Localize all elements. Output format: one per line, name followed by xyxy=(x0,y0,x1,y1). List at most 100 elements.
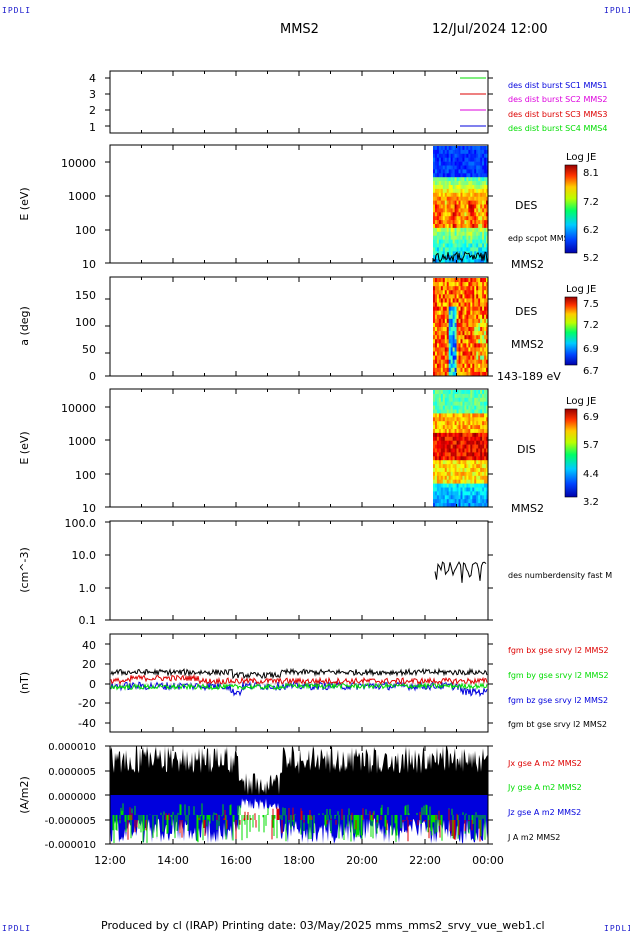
panel-burst: 1 2 3 4 des dist burst SC1 MMS1 des dist… xyxy=(89,70,607,134)
burst-ytick: 4 xyxy=(89,72,96,85)
burst-ytick: 1 xyxy=(89,121,96,134)
dens-ytick: 10.0 xyxy=(72,549,97,562)
pa-label-des: DES xyxy=(515,305,537,318)
dis-e-cbar-title: Log JE xyxy=(566,396,596,407)
dens-ytick: 1.0 xyxy=(79,582,97,595)
j-legend-jx: Jx gse A m2 MMS2 xyxy=(507,759,582,768)
j-legend-j: J A m2 MMS2 xyxy=(507,833,560,842)
dis-e-ylabel: E (eV) xyxy=(18,431,31,464)
j-legend-jy: Jy gse A m2 MMS2 xyxy=(507,783,582,792)
dens-ytick: 0.1 xyxy=(79,614,97,627)
burst-legend-sc2: des dist burst SC2 MMS2 xyxy=(508,95,607,104)
dis-e-label-dis: DIS xyxy=(517,443,536,456)
j-ytick: 0.000010 xyxy=(48,742,96,753)
panel-current: 0.000010 0.000005 0.000000 -0.000005 -0.… xyxy=(18,742,582,851)
des-energy-spectrogram xyxy=(433,146,489,264)
pa-cbar-title: Log JE xyxy=(566,284,596,295)
j-total-area xyxy=(110,746,488,795)
x-tick-label: 00:00 xyxy=(472,854,504,867)
b-legend-bz: fgm bz gse srvy l2 MMS2 xyxy=(508,696,608,705)
des-e-colorbar xyxy=(564,164,578,254)
corner-mark-bottom-right: IPDLI xyxy=(604,924,630,933)
dis-e-cbar-tick: 6.9 xyxy=(583,412,599,423)
burst-legend-sc4: des dist burst SC4 MMS4 xyxy=(508,124,607,133)
j-ytick: 0.000000 xyxy=(48,792,96,803)
panel-dis-energy: 10000 1000 100 10 E (eV) DIS MMS2 Log JE… xyxy=(18,388,599,515)
corner-mark-bottom-left: IPDLI xyxy=(2,924,32,933)
pa-ytick: 0 xyxy=(89,370,96,383)
density-series-line xyxy=(434,561,487,583)
x-tick-label: 20:00 xyxy=(346,854,378,867)
j-ytick: -0.000005 xyxy=(45,816,96,827)
dens-ytick: 100.0 xyxy=(65,517,97,530)
axis-ticks xyxy=(105,71,493,845)
panel-des-energy: 10000 1000 100 10 E (eV) DES edp scpot M… xyxy=(18,144,599,271)
pa-cbar-tick: 7.5 xyxy=(583,299,599,310)
des-e-cbar-tick: 5.2 xyxy=(583,253,599,264)
b-ytick: -20 xyxy=(78,697,96,710)
x-tick-label: 14:00 xyxy=(157,854,189,867)
pa-ytick: 100 xyxy=(75,316,96,329)
b-ytick: -40 xyxy=(78,717,96,730)
corner-mark-top-left: IPDLI xyxy=(2,6,32,15)
dis-e-cbar-tick: 4.4 xyxy=(583,469,599,480)
pa-cbar-tick: 6.7 xyxy=(583,366,599,377)
dis-e-colorbar xyxy=(564,408,578,498)
des-e-ytick: 10 xyxy=(82,258,96,271)
j-ytick: -0.000010 xyxy=(45,840,96,851)
des-e-label-des: DES xyxy=(515,199,537,212)
burst-ytick: 3 xyxy=(89,88,96,101)
footer-credits: Produced by cl (IRAP) Printing date: 03/… xyxy=(101,919,545,932)
datetime-title: 12/Jul/2024 12:00 xyxy=(432,22,548,37)
x-axis: 12:00 14:00 16:00 18:00 20:00 22:00 00:0… xyxy=(94,854,504,867)
b-legend-by: fgm by gse srvy l2 MMS2 xyxy=(508,671,609,680)
dis-e-ytick: 10000 xyxy=(61,402,96,415)
x-tick-label: 16:00 xyxy=(220,854,252,867)
j-legend-jz: Jz gse A m2 MMS2 xyxy=(507,808,581,817)
des-e-ylabel: E (eV) xyxy=(18,187,31,220)
des-e-cbar-tick: 6.2 xyxy=(583,225,599,236)
b-ytick: 40 xyxy=(82,639,96,652)
bt-series-line xyxy=(110,667,488,680)
dens-ylabel: (cm^-3) xyxy=(18,547,31,593)
pa-cbar-tick: 6.9 xyxy=(583,344,599,355)
pa-ytick: 50 xyxy=(82,343,96,356)
dis-energy-spectrogram xyxy=(433,390,489,508)
b-legend-bt: fgm bt gse srvy l2 MMS2 xyxy=(508,720,607,729)
probe-title: MMS2 xyxy=(280,22,319,37)
pa-cbar-tick: 7.2 xyxy=(583,320,599,331)
dens-legend: des numberdensity fast M xyxy=(508,571,612,580)
burst-legend-sc1: des dist burst SC1 MMS1 xyxy=(508,81,607,90)
des-e-cbar-tick: 8.1 xyxy=(583,168,599,179)
dis-e-cbar-tick: 5.7 xyxy=(583,440,599,451)
panel-bfield: 40 20 0 -20 -40 (nT) fgm bx gse srvy l2 … xyxy=(18,633,609,733)
x-tick-label: 12:00 xyxy=(94,854,126,867)
pa-label-energy: 143-189 eV xyxy=(497,370,561,383)
des-e-label-mms2: MMS2 xyxy=(511,258,544,271)
dis-e-ytick: 1000 xyxy=(68,435,96,448)
des-e-cbar-tick: 7.2 xyxy=(583,197,599,208)
pa-label-mms2: MMS2 xyxy=(511,338,544,351)
des-e-cbar-title: Log JE xyxy=(566,152,596,163)
pitch-angle-spectrogram xyxy=(433,278,489,377)
dis-e-ytick: 100 xyxy=(75,469,96,482)
jx-spikes xyxy=(119,807,488,842)
jz-area xyxy=(110,795,488,844)
des-e-label-scpot: edp scpot MMS2 xyxy=(508,234,574,243)
dis-e-ytick: 10 xyxy=(82,502,96,515)
x-tick-label: 18:00 xyxy=(283,854,315,867)
b-legend-bx: fgm bx gse srvy l2 MMS2 xyxy=(508,646,609,655)
pa-ytick: 150 xyxy=(75,289,96,302)
bx-series-line xyxy=(110,673,488,686)
b-ytick: 0 xyxy=(89,678,96,691)
x-tick-label: 22:00 xyxy=(409,854,441,867)
j-ylabel: (A/m2) xyxy=(18,776,31,814)
dis-e-label-mms2: MMS2 xyxy=(511,502,544,515)
pa-colorbar xyxy=(564,296,578,366)
des-e-ytick: 1000 xyxy=(68,190,96,203)
dis-e-cbar-tick: 3.2 xyxy=(583,497,599,508)
corner-mark-top-right: IPDLI xyxy=(604,6,630,15)
burst-ytick: 2 xyxy=(89,104,96,117)
pa-ylabel: a (deg) xyxy=(18,306,31,346)
